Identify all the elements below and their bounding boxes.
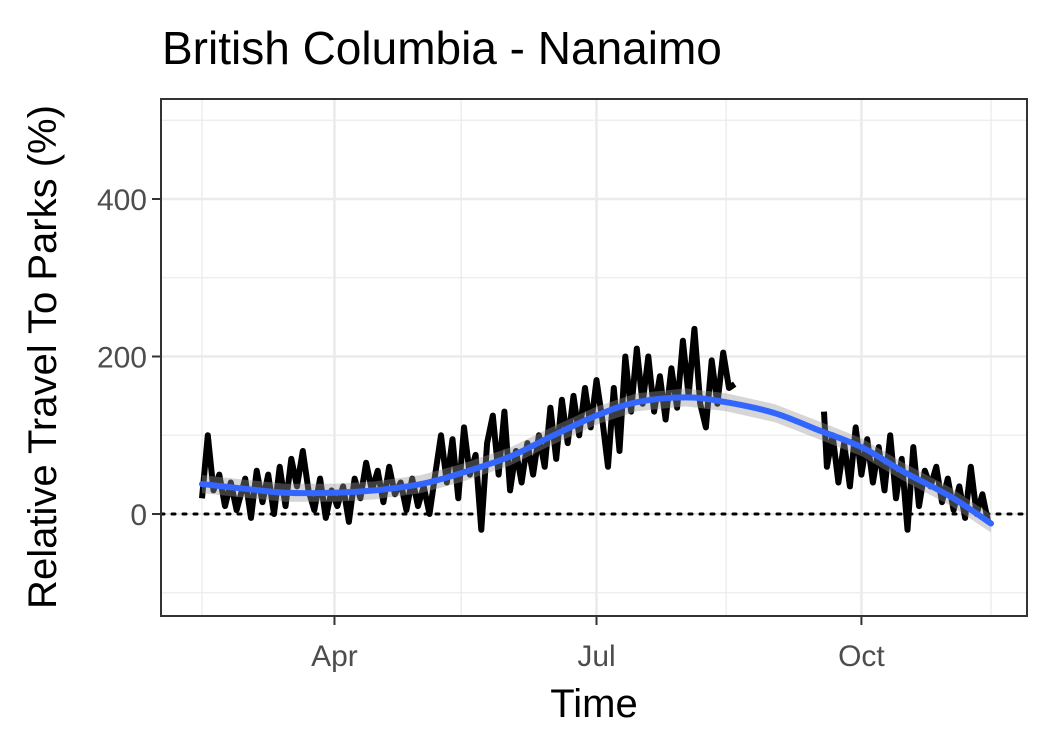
series-group — [199, 325, 994, 533]
y-axis: 0 200 400 — [97, 184, 161, 532]
y-tick-label: 200 — [97, 342, 147, 375]
x-axis: Apr Jul Oct — [311, 616, 885, 673]
x-tick-label: Apr — [311, 640, 358, 673]
y-axis-title: Relative Travel To Parks (%) — [21, 105, 65, 609]
y-tick-label: 400 — [97, 184, 147, 217]
smooth-confidence-band — [202, 388, 991, 533]
chart-title: British Columbia - Nanaimo — [162, 22, 722, 74]
x-tick-label: Jul — [577, 640, 615, 673]
x-axis-title: Time — [550, 682, 637, 726]
y-tick-label: 0 — [130, 499, 147, 532]
smoothed-trend-line — [199, 394, 994, 527]
x-tick-label: Oct — [838, 640, 885, 673]
raw-series-line — [199, 325, 992, 533]
